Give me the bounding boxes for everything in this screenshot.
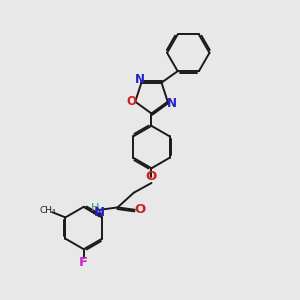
Text: O: O bbox=[134, 203, 145, 216]
Text: F: F bbox=[79, 256, 88, 269]
Text: N: N bbox=[135, 73, 145, 85]
Text: O: O bbox=[126, 95, 136, 108]
Text: N: N bbox=[167, 97, 177, 110]
Text: N: N bbox=[94, 206, 105, 219]
Text: CH₃: CH₃ bbox=[39, 206, 56, 215]
Text: O: O bbox=[146, 170, 157, 183]
Text: H: H bbox=[91, 203, 99, 213]
